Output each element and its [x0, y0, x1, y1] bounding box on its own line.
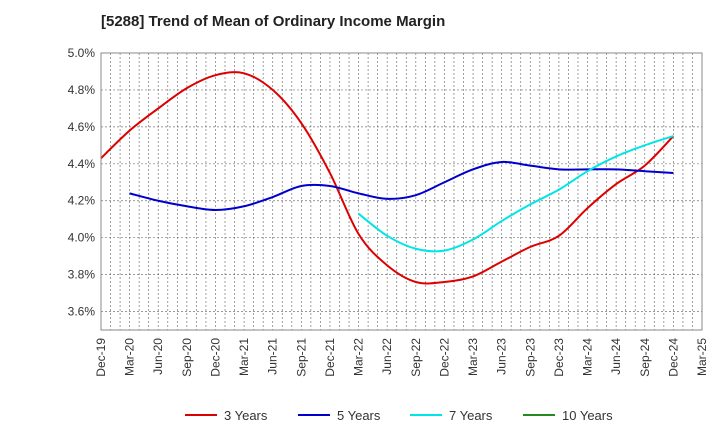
y-tick-labels: 3.6% 3.8% 4.0% 4.2% 4.4% 4.6% 4.8% 5.0%	[68, 46, 96, 319]
x-tick-label: Mar-21	[237, 338, 251, 376]
chart-title: [5288] Trend of Mean of Ordinary Income …	[101, 13, 446, 30]
y-tick-label: 4.2%	[68, 194, 96, 208]
y-tick-label: 3.8%	[68, 268, 96, 282]
x-tick-label: Mar-25	[695, 338, 709, 376]
x-tick-label: Jun-21	[266, 338, 280, 375]
legend-label-5-years: 5 Years	[337, 408, 381, 423]
legend-label-3-years: 3 Years	[224, 408, 268, 423]
x-tick-label: Dec-21	[323, 338, 337, 377]
series-line-3-years	[100, 71, 675, 285]
y-tick-label: 5.0%	[68, 46, 96, 60]
x-tick-label: Jun-24	[609, 338, 623, 375]
y-tick-label: 3.6%	[68, 305, 96, 319]
plot-area	[101, 53, 702, 330]
series-lines	[100, 71, 675, 285]
x-tick-label: Jun-22	[380, 338, 394, 375]
x-tick-label: Sep-24	[638, 338, 652, 377]
y-tick-label: 4.4%	[68, 157, 96, 171]
x-tick-label: Dec-23	[552, 338, 566, 377]
x-tick-label: Mar-24	[581, 338, 595, 376]
x-tick-label: Dec-24	[666, 338, 680, 377]
x-tick-label: Sep-23	[523, 338, 537, 377]
series-line-7-years	[357, 135, 674, 253]
x-tick-label: Mar-23	[466, 338, 480, 376]
x-tick-label: Mar-22	[352, 338, 366, 376]
x-tick-label: Dec-20	[208, 338, 222, 377]
plot-frame	[100, 52, 703, 331]
legend: 3 Years 5 Years 7 Years 10 Years	[185, 408, 613, 423]
y-tick-label: 4.8%	[68, 83, 96, 97]
x-tick-labels: Dec-19 Mar-20 Jun-20 Sep-20 Dec-20 Mar-21 Jun-…	[94, 338, 709, 377]
x-tick-label: Sep-22	[409, 338, 423, 377]
x-tick-label: Dec-22	[437, 338, 451, 377]
x-tick-label: Jun-20	[151, 338, 165, 375]
y-tick-label: 4.0%	[68, 231, 96, 245]
legend-label-10-years: 10 Years	[562, 408, 613, 423]
x-tick-label: Mar-20	[123, 338, 137, 376]
x-tick-label: Sep-20	[180, 338, 194, 377]
y-tick-label: 4.6%	[68, 120, 96, 134]
x-tick-label: Jun-23	[495, 338, 509, 375]
series-line-5-years	[129, 160, 674, 211]
x-tick-label: Dec-19	[94, 338, 108, 377]
legend-label-7-years: 7 Years	[449, 408, 493, 423]
x-tick-label: Sep-21	[294, 338, 308, 377]
